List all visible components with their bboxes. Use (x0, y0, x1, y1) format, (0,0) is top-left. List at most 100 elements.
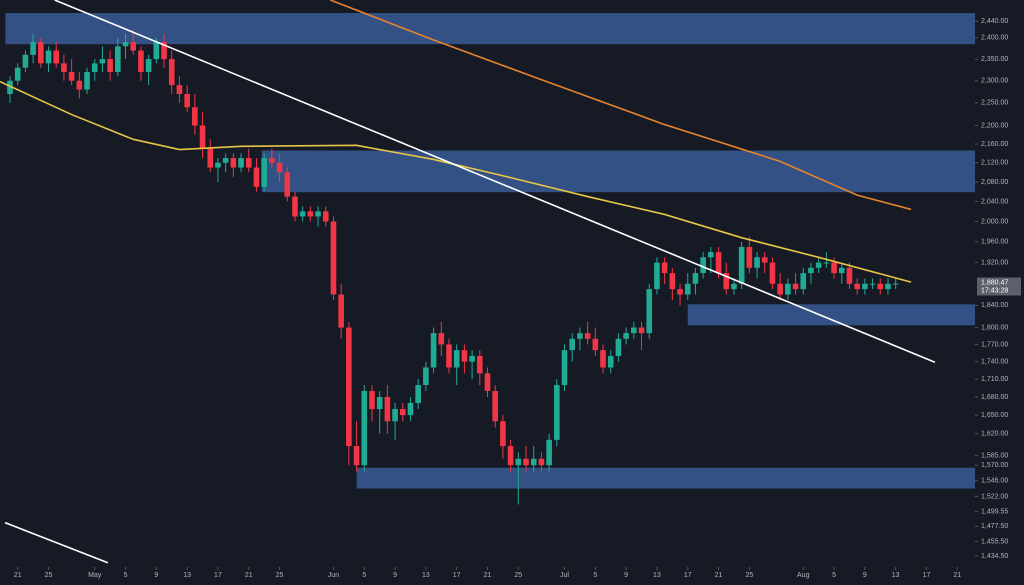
x-tick-label: 9 (154, 572, 158, 579)
candle-body (538, 458, 545, 466)
candle-body (815, 262, 822, 268)
y-tick-label: 1,800.00 (981, 324, 1008, 331)
candle-body (615, 338, 622, 356)
candle-body (785, 283, 791, 295)
candle-body (99, 59, 106, 64)
candle-body (376, 396, 383, 410)
x-tick-label: 17 (684, 572, 692, 579)
candle-body (546, 439, 552, 466)
candle-body (161, 42, 167, 60)
candle-body (823, 262, 830, 264)
candle-body (453, 350, 460, 368)
candle-body (607, 355, 614, 368)
candle-body (677, 289, 683, 295)
x-tick-label: 17 (453, 572, 461, 579)
x-tick-label: 25 (45, 572, 53, 579)
y-tick-label: 2,000.00 (981, 218, 1008, 225)
candle-body (769, 262, 776, 284)
candle-body (176, 85, 183, 94)
y-tick-label: 1,920.00 (981, 259, 1008, 266)
x-tick-label: 5 (832, 572, 836, 579)
candle-body (569, 338, 576, 351)
x-tick-label: 25 (276, 572, 284, 579)
candle-body (245, 158, 252, 168)
y-tick-label: 1,546.00 (981, 478, 1008, 485)
x-tick-label: 5 (362, 572, 366, 579)
candle-body (346, 327, 352, 447)
candle-body (746, 246, 753, 268)
x-tick-label: 9 (393, 572, 397, 579)
x-tick-label: Jun (328, 572, 339, 579)
candle-body (384, 396, 391, 422)
candle-body (253, 167, 260, 187)
candle-body (761, 257, 768, 263)
candle-body (130, 42, 137, 51)
candle-body (592, 338, 599, 351)
price-tag (977, 277, 1021, 296)
candle-body (153, 42, 160, 60)
candle-body (500, 421, 506, 447)
candle-body (623, 333, 629, 339)
candle-body (692, 273, 699, 284)
y-tick-label: 1,585.00 (981, 452, 1008, 459)
candle-body (45, 50, 52, 64)
candle-body (700, 257, 706, 274)
candle-body (369, 391, 375, 410)
candle-body (215, 162, 221, 168)
candle-body (669, 273, 676, 290)
candle-body (446, 344, 452, 368)
y-tick-label: 2,200.00 (981, 122, 1008, 129)
candle-body (261, 158, 267, 187)
candle-body (315, 211, 321, 217)
y-tick-label: 1,477.50 (981, 523, 1008, 530)
candle-body (723, 273, 730, 290)
candle-body (230, 158, 237, 168)
candle-body (738, 246, 745, 284)
candle-body (307, 211, 314, 217)
candle-body (430, 333, 437, 368)
zone (261, 150, 980, 193)
y-tick-label: 1,499.55 (981, 508, 1008, 515)
trend-line (4, 521, 109, 564)
candle-body (53, 50, 60, 64)
candle-body (523, 458, 529, 466)
candle-body (399, 409, 406, 416)
candle-body (862, 283, 868, 290)
candle-body (107, 59, 113, 73)
candle-body (631, 327, 637, 334)
y-tick-label: 1,570.00 (981, 462, 1008, 469)
y-tick-label: 1,770.00 (981, 341, 1008, 348)
y-tick-label: 2,250.00 (981, 100, 1008, 107)
y-tick-label: 1,650.00 (981, 412, 1008, 419)
candle-body (469, 355, 475, 362)
candle-body (299, 211, 306, 217)
candle-body (869, 283, 876, 285)
candle-body (461, 350, 468, 362)
y-tick-label: 1,680.00 (981, 394, 1008, 401)
x-tick-label: 13 (653, 572, 661, 579)
candle-body (754, 257, 760, 268)
candle-body (838, 267, 845, 274)
candle-body (122, 42, 129, 47)
x-tick-label: 13 (183, 572, 191, 579)
y-tick-label: 2,440.00 (981, 18, 1008, 25)
candle-body (14, 67, 21, 81)
candle-body (199, 125, 206, 149)
candle-body (554, 385, 560, 440)
zone (356, 467, 981, 489)
candle-body (7, 80, 13, 94)
candle-body (115, 46, 121, 73)
candle-body (708, 252, 714, 258)
y-tick-label: 2,350.00 (981, 56, 1008, 63)
x-tick-label: Aug (797, 572, 810, 579)
zone (687, 304, 980, 326)
candle-body (292, 196, 298, 217)
candle-body (84, 72, 90, 90)
candle-body (715, 252, 722, 274)
y-tick-label: 1,522.00 (981, 493, 1008, 500)
x-tick-label: 21 (484, 572, 492, 579)
x-tick-label: 25 (514, 572, 522, 579)
candle-body (731, 283, 737, 290)
candle-body (61, 63, 67, 73)
